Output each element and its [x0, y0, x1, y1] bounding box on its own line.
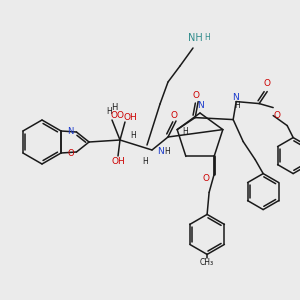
- Text: H: H: [234, 101, 240, 110]
- Text: O: O: [202, 174, 210, 183]
- Text: O: O: [110, 112, 118, 121]
- Text: N: N: [67, 127, 74, 136]
- Text: CH₃: CH₃: [200, 258, 214, 267]
- Text: N: N: [196, 101, 203, 110]
- Text: H: H: [164, 148, 170, 157]
- Text: H: H: [130, 131, 136, 140]
- Text: N: N: [232, 93, 238, 102]
- Text: H: H: [182, 127, 188, 136]
- Text: O: O: [170, 110, 178, 119]
- Text: N: N: [157, 148, 164, 157]
- Text: O: O: [67, 148, 74, 158]
- Text: H: H: [106, 107, 112, 116]
- Text: O: O: [274, 111, 281, 120]
- Text: OH: OH: [123, 113, 137, 122]
- Text: H: H: [111, 103, 117, 112]
- Text: O: O: [116, 110, 124, 119]
- Text: H: H: [142, 158, 148, 166]
- Text: OH: OH: [111, 158, 125, 166]
- Text: H: H: [204, 34, 210, 43]
- Text: NH: NH: [188, 33, 202, 43]
- Text: O: O: [193, 91, 200, 100]
- Text: O: O: [264, 79, 271, 88]
